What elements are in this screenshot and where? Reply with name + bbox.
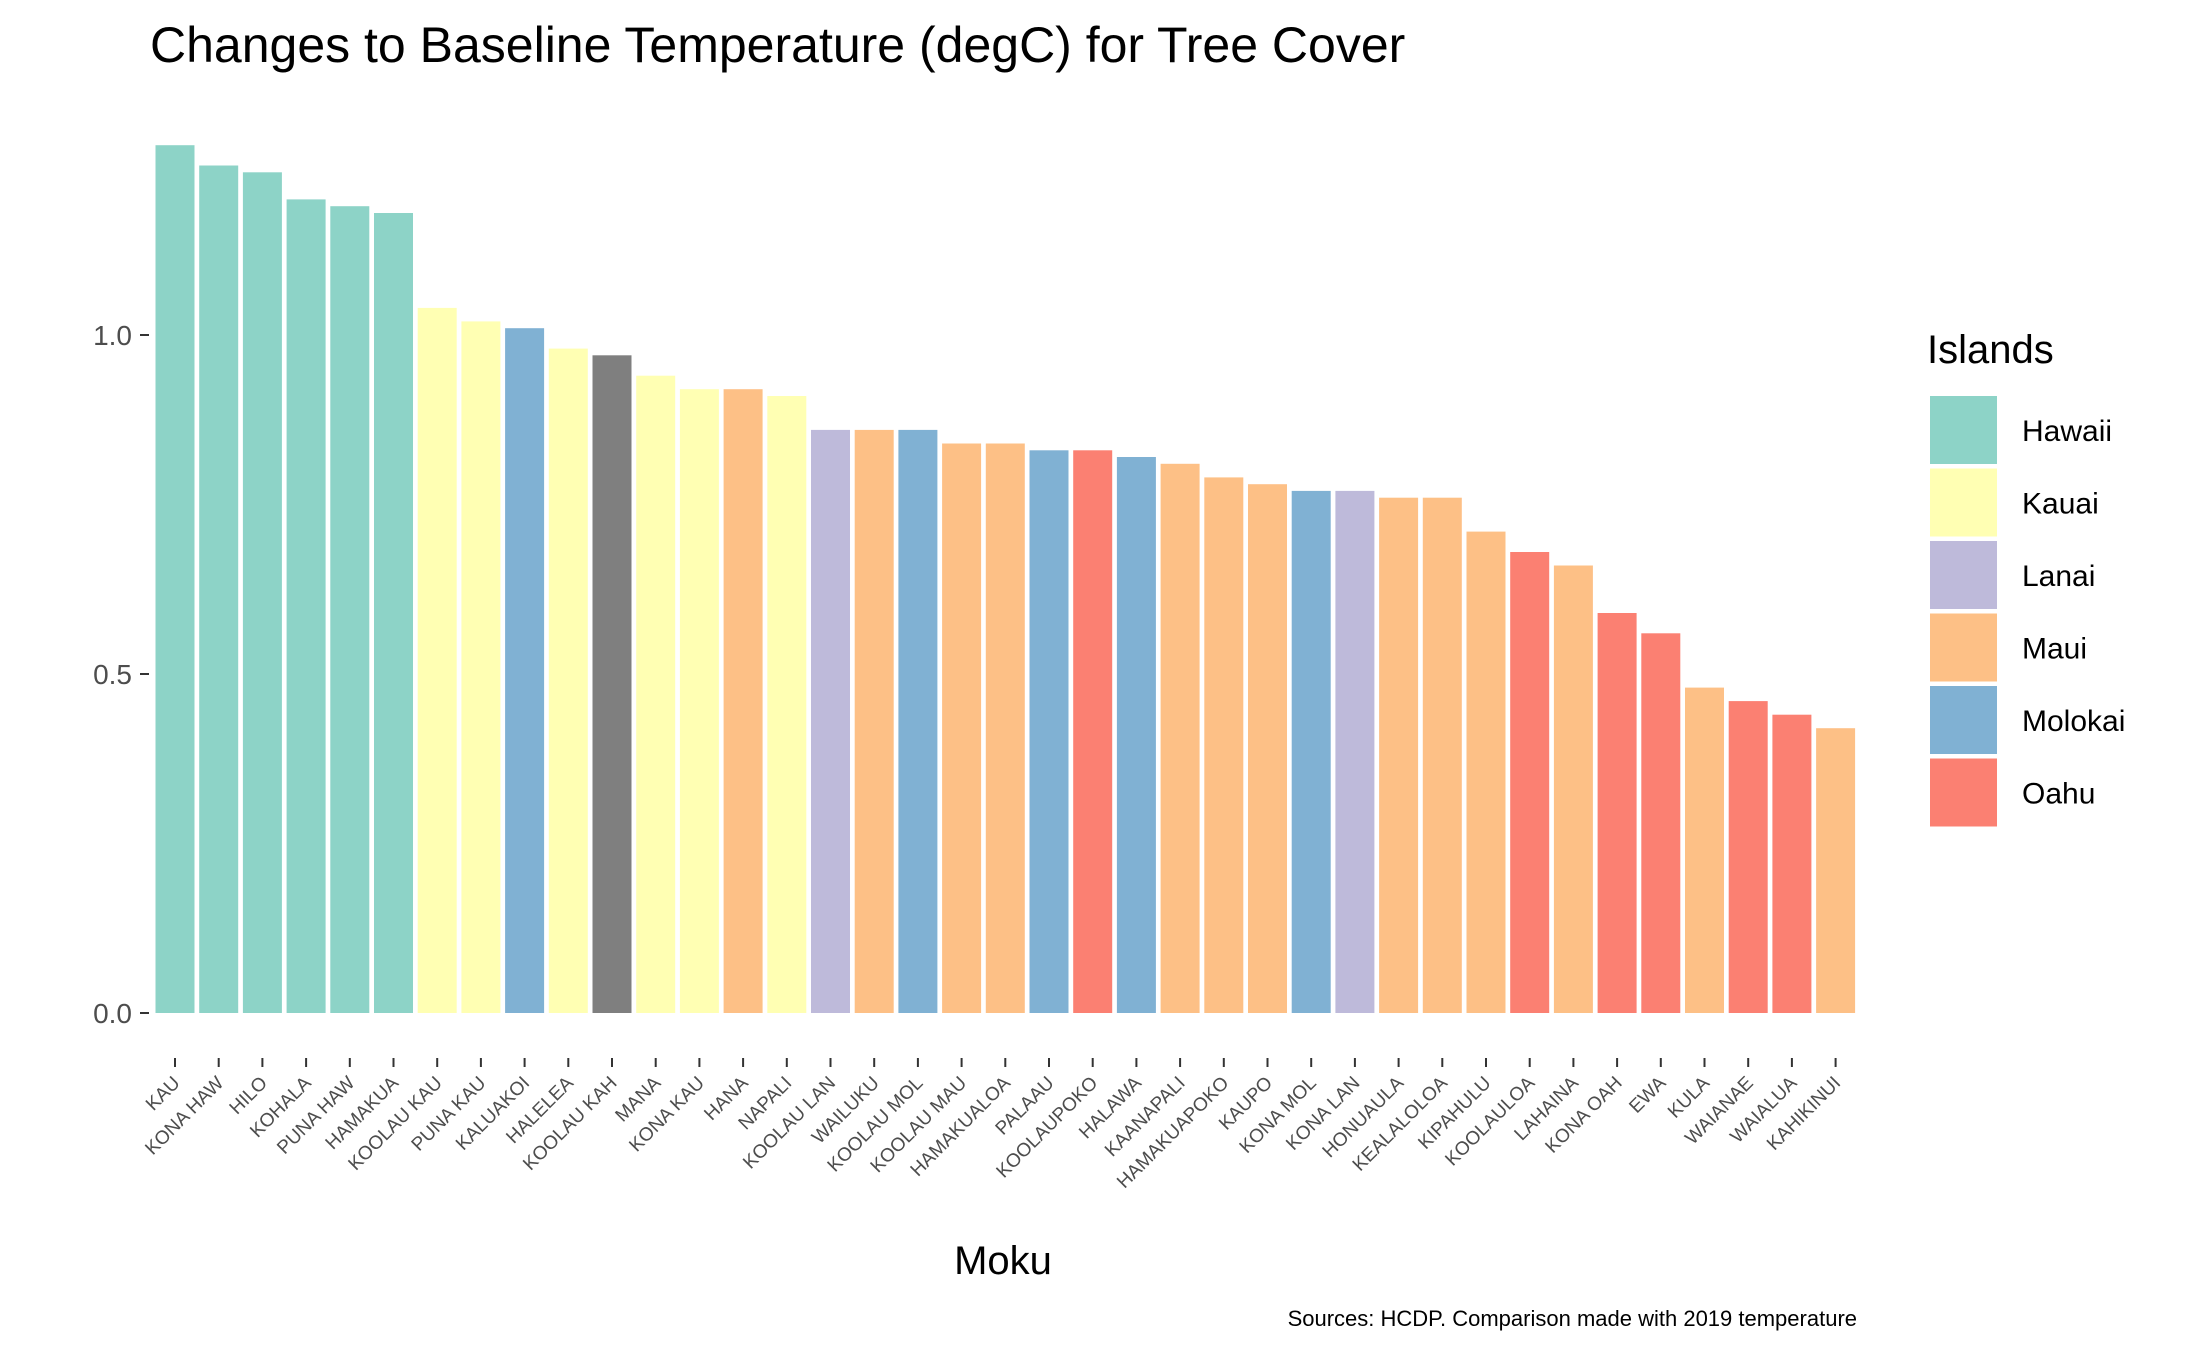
legend-key-lanai bbox=[1930, 541, 1997, 609]
bar-halawa bbox=[1116, 457, 1156, 1013]
bar-koolauloa bbox=[1510, 552, 1550, 1013]
legend-key-hawaii bbox=[1930, 396, 1997, 464]
legend-key-maui bbox=[1930, 613, 1997, 682]
chart-title: Changes to Baseline Temperature (degC) f… bbox=[150, 17, 1405, 73]
bar-kona-mol bbox=[1291, 490, 1331, 1013]
bar-wailuku bbox=[854, 429, 894, 1013]
bar-hana bbox=[723, 389, 763, 1013]
legend-label-kauai: Kauai bbox=[2022, 488, 2099, 521]
bar-kula bbox=[1685, 687, 1724, 1013]
legend-label-molokai: Molokai bbox=[2022, 705, 2125, 738]
y-tick-label: 0.5 bbox=[93, 659, 132, 690]
bar-napali bbox=[767, 396, 807, 1013]
bar-kahikinui bbox=[1816, 728, 1856, 1013]
bar-ewa bbox=[1641, 633, 1681, 1013]
bar-kealaloloa bbox=[1422, 497, 1462, 1013]
bar-honuaula bbox=[1379, 497, 1419, 1013]
x-tick-label: KONA HAW bbox=[141, 1073, 228, 1160]
bar-kau bbox=[155, 145, 195, 1013]
legend-label-lanai: Lanai bbox=[2022, 560, 2095, 593]
legend-label-oahu: Oahu bbox=[2022, 778, 2095, 811]
y-axis: 0.0 0.5 1.0 bbox=[93, 320, 149, 1029]
bar-mana bbox=[636, 375, 676, 1013]
bar-waialua bbox=[1772, 714, 1812, 1013]
bar-koolau-lan bbox=[811, 429, 850, 1013]
plot-area bbox=[155, 145, 1856, 1014]
bar-palaau bbox=[1029, 450, 1069, 1013]
bar-puna-haw bbox=[330, 206, 370, 1013]
bar-koolau-kah bbox=[592, 355, 632, 1013]
bar-kona-lan bbox=[1335, 490, 1375, 1013]
bar-hamakua bbox=[374, 213, 413, 1013]
bar-puna-kau bbox=[461, 321, 501, 1013]
legend-title: Islands bbox=[1927, 328, 2054, 372]
y-tick-label: 0.0 bbox=[93, 998, 132, 1029]
bar-kona-haw bbox=[199, 165, 239, 1013]
legend: Islands Hawaii Kauai Lanai Maui Molokai Oahu bbox=[1927, 328, 2125, 827]
x-tick-label: EWA bbox=[1625, 1072, 1670, 1117]
bar-hilo bbox=[242, 172, 282, 1014]
x-axis-label: Moku bbox=[954, 1239, 1052, 1283]
bar-kaluakoi bbox=[505, 328, 545, 1013]
y-tick-label: 1.0 bbox=[93, 320, 132, 351]
bar-koolau-mol bbox=[898, 429, 938, 1013]
bar-waianae bbox=[1728, 701, 1768, 1013]
legend-key-oahu bbox=[1930, 758, 1997, 827]
bar-lahaina bbox=[1553, 565, 1593, 1013]
bar-kaupo bbox=[1248, 484, 1287, 1013]
bar-kona-kau bbox=[679, 389, 719, 1013]
legend-label-maui: Maui bbox=[2022, 633, 2087, 666]
chart-caption: Sources: HCDP. Comparison made with 2019… bbox=[1288, 1306, 1857, 1331]
bar-hamakualoa bbox=[985, 443, 1025, 1013]
bar-halelea bbox=[548, 348, 588, 1014]
bar-kipahulu bbox=[1466, 531, 1506, 1013]
bar-kohala bbox=[286, 199, 326, 1013]
bar-koolaupoko bbox=[1073, 450, 1113, 1013]
bar-kaanapali bbox=[1160, 463, 1200, 1013]
bar-koolau-mau bbox=[942, 443, 982, 1013]
legend-label-hawaii: Hawaii bbox=[2022, 415, 2112, 448]
bar-hamakuapoko bbox=[1204, 477, 1244, 1013]
legend-key-kauai bbox=[1930, 468, 1997, 537]
legend-key-molokai bbox=[1930, 686, 1997, 754]
bar-kona-oah bbox=[1597, 613, 1637, 1013]
bar-koolau-kau bbox=[417, 307, 457, 1013]
